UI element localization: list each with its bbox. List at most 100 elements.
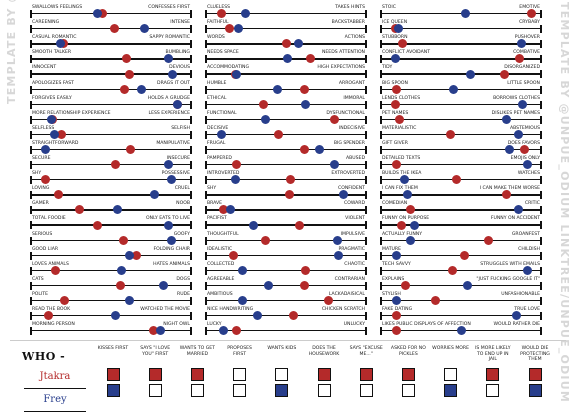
person-1-checkbox[interactable] [190, 368, 204, 381]
person-2-marker[interactable] [338, 190, 348, 200]
person-1-checkbox[interactable] [359, 368, 373, 381]
person-1-marker[interactable] [286, 175, 295, 185]
person-1-marker[interactable] [483, 235, 493, 245]
person-2-marker[interactable] [301, 99, 310, 109]
person-1-marker[interactable] [54, 190, 63, 200]
person-2-marker[interactable] [111, 311, 120, 321]
person-2-marker[interactable] [233, 24, 243, 34]
person-2-checkbox[interactable] [528, 384, 542, 397]
person-2-marker[interactable] [139, 24, 149, 34]
person-2-marker[interactable] [232, 69, 241, 79]
person-2-marker[interactable] [461, 9, 470, 19]
person-1-marker[interactable] [452, 175, 461, 185]
person-1-marker[interactable] [217, 9, 226, 19]
person-1-marker[interactable] [501, 190, 511, 200]
person-1-marker[interactable] [323, 296, 333, 306]
person-1-marker[interactable] [398, 39, 407, 49]
person-2-marker[interactable] [516, 39, 526, 49]
person-2-marker[interactable] [504, 145, 514, 155]
person-2-marker[interactable] [293, 39, 303, 49]
person-2-marker[interactable] [260, 114, 270, 124]
person-2-checkbox[interactable] [486, 384, 500, 397]
person-2-marker[interactable] [283, 54, 292, 64]
person-1-checkbox[interactable] [317, 368, 331, 381]
person-1-marker[interactable] [299, 280, 309, 290]
person-1-marker[interactable] [396, 220, 406, 230]
person-2-checkbox[interactable] [401, 384, 415, 397]
person-1-marker[interactable] [259, 99, 268, 109]
person-1-marker[interactable] [109, 24, 119, 34]
person-1-marker[interactable] [232, 326, 241, 336]
person-2-marker[interactable] [513, 205, 523, 215]
person-2-marker[interactable] [163, 160, 173, 170]
person-1-checkbox[interactable] [444, 368, 458, 381]
person-2-marker[interactable] [462, 280, 472, 290]
person-1-marker[interactable] [97, 9, 107, 19]
person-1-marker[interactable] [392, 326, 401, 336]
person-1-marker[interactable] [301, 265, 310, 275]
person-2-marker[interactable] [40, 145, 50, 155]
person-2-marker[interactable] [332, 235, 342, 245]
person-2-marker[interactable] [522, 160, 532, 170]
person-1-marker[interactable] [120, 84, 129, 94]
person-1-marker[interactable] [515, 54, 524, 64]
person-2-marker[interactable] [163, 54, 173, 64]
person-2-marker[interactable] [402, 190, 412, 200]
person-2-marker[interactable] [410, 220, 419, 230]
person-2-marker[interactable] [168, 69, 177, 79]
person-1-marker[interactable] [229, 250, 238, 260]
person-1-marker[interactable] [446, 129, 455, 139]
person-2-marker[interactable] [263, 280, 273, 290]
person-2-marker[interactable] [55, 39, 65, 49]
person-2-marker[interactable] [393, 24, 403, 34]
person-1-marker[interactable] [431, 296, 440, 306]
person-1-marker[interactable] [395, 114, 404, 124]
person-1-checkbox[interactable] [528, 368, 542, 381]
person-1-marker[interactable] [118, 235, 128, 245]
person-2-marker[interactable] [46, 114, 56, 124]
person-2-marker[interactable] [253, 311, 262, 321]
person-2-marker[interactable] [163, 220, 173, 230]
person-2-marker[interactable] [513, 129, 523, 139]
person-1-checkbox[interactable] [233, 368, 247, 381]
person-2-marker[interactable] [241, 9, 250, 19]
person-1-marker[interactable] [148, 326, 158, 336]
person-1-marker[interactable] [299, 145, 309, 155]
person-1-marker[interactable] [232, 160, 241, 170]
person-2-marker[interactable] [124, 250, 134, 260]
person-2-marker[interactable] [329, 160, 339, 170]
person-1-marker[interactable] [305, 54, 315, 64]
person-2-marker[interactable] [238, 296, 247, 306]
person-1-checkbox[interactable] [106, 368, 120, 381]
person-2-marker[interactable] [218, 326, 228, 336]
person-2-marker[interactable] [226, 205, 235, 215]
person-2-marker[interactable] [456, 326, 466, 336]
person-1-marker[interactable] [218, 205, 228, 215]
person-1-marker[interactable] [284, 190, 294, 200]
person-2-marker[interactable] [150, 190, 159, 200]
person-1-marker[interactable] [390, 99, 400, 109]
person-1-marker[interactable] [519, 145, 529, 155]
person-1-checkbox[interactable] [486, 368, 500, 381]
person-2-marker[interactable] [112, 205, 122, 215]
person-2-checkbox[interactable] [190, 384, 204, 397]
person-2-marker[interactable] [522, 265, 532, 275]
person-2-checkbox[interactable] [444, 384, 458, 397]
person-2-marker[interactable] [334, 250, 343, 260]
person-1-marker[interactable] [281, 39, 291, 49]
person-2-marker[interactable] [49, 129, 59, 139]
person-2-checkbox[interactable] [317, 384, 331, 397]
person-2-marker[interactable] [314, 145, 324, 155]
person-1-marker[interactable] [121, 54, 131, 64]
person-1-marker[interactable] [75, 205, 84, 215]
person-1-checkbox[interactable] [401, 368, 415, 381]
person-2-checkbox[interactable] [148, 384, 162, 397]
person-2-marker[interactable] [117, 265, 126, 275]
person-1-marker[interactable] [500, 69, 509, 79]
person-1-checkbox[interactable] [275, 368, 289, 381]
person-1-marker[interactable] [115, 280, 125, 290]
person-2-marker[interactable] [230, 175, 240, 185]
person-1-marker[interactable] [132, 250, 141, 260]
person-2-marker[interactable] [501, 114, 511, 124]
person-1-marker[interactable] [447, 265, 457, 275]
